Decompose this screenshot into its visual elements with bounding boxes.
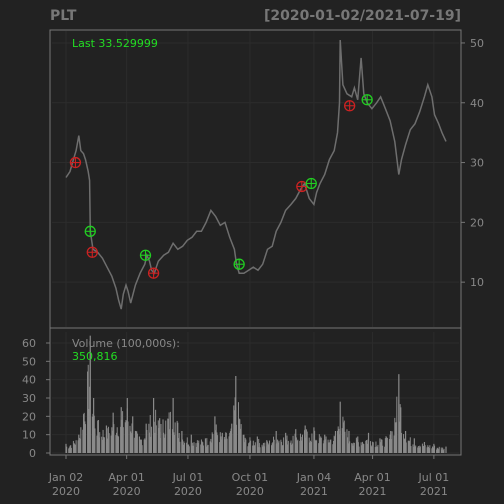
x-tick-year: 2020 xyxy=(113,485,141,498)
price-y-axis: 10 20 30 40 50 xyxy=(461,37,484,289)
sell-signal-marker xyxy=(344,100,356,112)
buy-signal-marker xyxy=(361,94,373,106)
x-tick-label: Apr 01 xyxy=(108,471,145,484)
x-tick-year: 2021 xyxy=(359,485,387,498)
x-tick-label: Oct 01 xyxy=(232,471,269,484)
price-tick-label: 30 xyxy=(470,157,484,170)
price-line xyxy=(65,39,447,310)
buy-signal-marker xyxy=(305,177,317,190)
volume-tick-label: 30 xyxy=(22,392,36,405)
x-tick-year: 2020 xyxy=(174,485,202,498)
volume-y-axis: 0 10 20 30 40 50 60 xyxy=(22,337,50,460)
volume-tick-label: 0 xyxy=(29,447,36,460)
price-panel: 10 20 30 40 50 Last 33.529999 xyxy=(49,29,484,329)
volume-tick-label: 40 xyxy=(22,374,36,387)
trade-signals xyxy=(69,94,373,279)
x-tick-year: 2021 xyxy=(300,485,328,498)
volume-panel: 0 10 20 30 40 50 60 Volume (100,000s): 350,816 xyxy=(22,327,462,460)
price-tick-label: 20 xyxy=(470,216,484,229)
sell-signal-marker xyxy=(296,180,308,193)
price-tick-label: 50 xyxy=(470,37,484,50)
x-tick-year: 2020 xyxy=(52,485,80,498)
x-tick-label: Jul 01 xyxy=(417,471,449,484)
volume-tick-label: 60 xyxy=(22,337,36,350)
chart-title: PLT xyxy=(50,8,77,24)
x-tick-year: 2021 xyxy=(420,485,448,498)
sell-signal-marker xyxy=(147,267,160,279)
x-tick-label: Apr 01 xyxy=(354,471,391,484)
sell-signal-marker xyxy=(86,246,98,258)
sell-signal-marker xyxy=(69,156,82,169)
volume-bars xyxy=(65,335,447,453)
price-series xyxy=(65,39,447,310)
volume-grid xyxy=(52,332,459,454)
price-tick-label: 10 xyxy=(470,276,484,289)
x-tick-label: Jan 04 xyxy=(296,471,331,484)
buy-signal-marker xyxy=(139,249,152,261)
x-tick-year: 2020 xyxy=(236,485,264,498)
buy-signal-marker xyxy=(84,225,96,237)
x-tick-label: Jul 01 xyxy=(172,471,204,484)
volume-value: 350,816 xyxy=(72,350,118,363)
volume-label: Volume (100,000s): xyxy=(72,337,180,350)
price-panel-frame xyxy=(49,29,462,329)
date-range: [2020-01-02/2021-07-19] xyxy=(264,8,461,24)
buy-signal-marker xyxy=(233,258,245,270)
last-price-label: Last 33.529999 xyxy=(72,37,158,50)
price-tick-label: 40 xyxy=(470,97,484,110)
x-tick-label: Jan 02 xyxy=(48,471,83,484)
volume-tick-label: 50 xyxy=(22,355,36,368)
volume-tick-label: 10 xyxy=(22,429,36,442)
volume-tick-label: 20 xyxy=(22,410,36,423)
